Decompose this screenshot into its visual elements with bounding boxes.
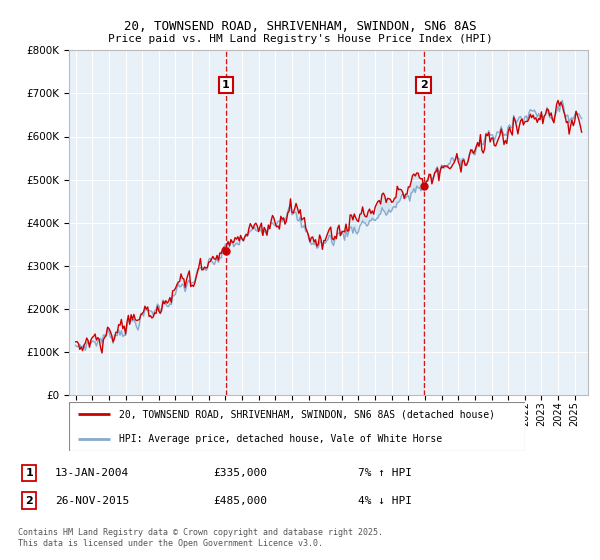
Text: 4% ↓ HPI: 4% ↓ HPI [358,496,412,506]
Text: This data is licensed under the Open Government Licence v3.0.: This data is licensed under the Open Gov… [18,539,323,548]
Text: 20, TOWNSEND ROAD, SHRIVENHAM, SWINDON, SN6 8AS (detached house): 20, TOWNSEND ROAD, SHRIVENHAM, SWINDON, … [119,409,495,419]
Text: 2: 2 [420,80,428,90]
Text: 26-NOV-2015: 26-NOV-2015 [55,496,130,506]
Text: 7% ↑ HPI: 7% ↑ HPI [358,468,412,478]
Text: 2: 2 [25,496,33,506]
Text: 20, TOWNSEND ROAD, SHRIVENHAM, SWINDON, SN6 8AS: 20, TOWNSEND ROAD, SHRIVENHAM, SWINDON, … [124,20,476,32]
Text: Contains HM Land Registry data © Crown copyright and database right 2025.: Contains HM Land Registry data © Crown c… [18,528,383,536]
Text: £335,000: £335,000 [214,468,268,478]
Text: HPI: Average price, detached house, Vale of White Horse: HPI: Average price, detached house, Vale… [119,434,442,444]
Text: 1: 1 [25,468,33,478]
Text: 13-JAN-2004: 13-JAN-2004 [55,468,130,478]
Text: £485,000: £485,000 [214,496,268,506]
Text: Price paid vs. HM Land Registry's House Price Index (HPI): Price paid vs. HM Land Registry's House … [107,34,493,44]
Text: 1: 1 [222,80,230,90]
